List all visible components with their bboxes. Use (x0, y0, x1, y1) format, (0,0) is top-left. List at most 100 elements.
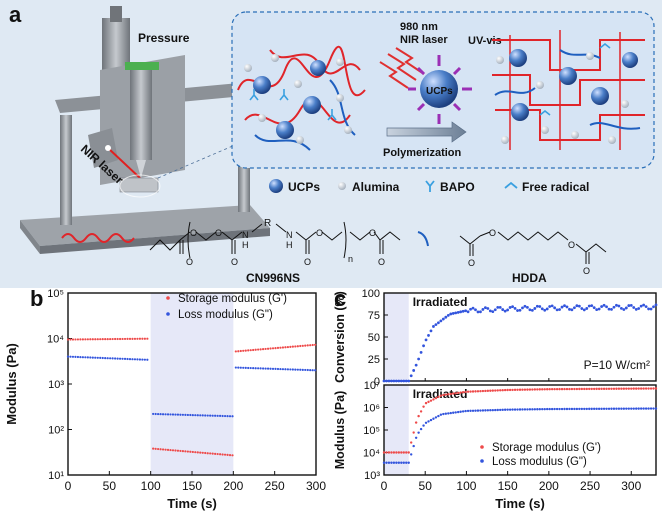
point-c-bottom-s1-55 (518, 408, 522, 411)
point-b-s0-g2-17 (276, 346, 280, 349)
point-b-s1-g0-32 (146, 358, 149, 361)
point-b-s0-g1-24 (211, 452, 214, 455)
point-b-s1-g2-12 (264, 367, 267, 370)
point-b-s1-g0-16 (106, 357, 109, 360)
point-c-top-24 (441, 317, 445, 321)
point-c-top-90 (605, 305, 608, 309)
point-c-bottom-s1-87 (597, 407, 601, 411)
point-c-bottom-s1-74 (565, 407, 569, 411)
point-b-s1-g1-12 (181, 413, 185, 416)
point-b-s0-g0-0 (66, 338, 70, 341)
point-c-top-7 (399, 379, 403, 383)
point-c-top-55 (518, 308, 522, 312)
point-c-bottom-s1-13 (414, 436, 418, 439)
point-c-bottom-s0-100 (630, 387, 633, 390)
point-c-bottom-s1-104 (639, 407, 643, 410)
point-c-bottom-s0-6 (397, 451, 401, 454)
point-b-s0-g0-7 (84, 338, 87, 341)
point-c-top-9 (404, 379, 408, 383)
point-c-bottom-s0-14 (417, 414, 420, 418)
point-b-s1-g2-16 (274, 367, 277, 371)
point-b-s1-g0-2 (71, 355, 75, 358)
point-c-bottom-s1-89 (602, 407, 606, 411)
polymerization-label: Polymerization (383, 147, 462, 159)
x-tick-label-2: 100 (141, 479, 161, 493)
point-c-bottom-s0-88 (600, 387, 603, 391)
point-b-s0-g0-27 (133, 337, 137, 340)
point-b-s1-g1-0 (152, 412, 155, 416)
atom-h-2: H (286, 240, 293, 250)
point-c-top-103 (637, 307, 641, 310)
point-b-s1-g0-9 (89, 356, 92, 359)
point-c-bottom-s0-90 (605, 387, 608, 391)
atom-n-1: N (242, 230, 249, 240)
point-c-top-35 (469, 307, 472, 311)
point-c-bottom-s1-51 (508, 408, 512, 411)
point-c-top-67 (548, 305, 552, 308)
atom-o-2: O (190, 228, 197, 238)
point-c-bottom-s0-106 (644, 387, 648, 390)
legend-bapo: BAPO (440, 180, 475, 194)
point-c-bottom-s0-47 (499, 389, 502, 392)
point-c-top-12 (412, 369, 416, 372)
point-b-s1-g2-8 (254, 367, 257, 370)
point-c-bottom-s1-37 (474, 409, 477, 412)
point-c-bottom-s0-11 (410, 441, 413, 444)
point-c-bottom-s1-24 (442, 412, 445, 416)
point-c-bottom-s0-65 (543, 388, 546, 391)
c-top-y-tick-label-0: 0 (374, 376, 380, 388)
point-b-s1-g2-14 (269, 367, 272, 370)
point-b-s0-g1-31 (228, 453, 232, 457)
point-c-bottom-s1-69 (553, 407, 556, 411)
network-before (237, 45, 366, 151)
point-c-bottom-s0-103 (637, 387, 640, 390)
point-c-bottom-s1-12 (412, 444, 415, 448)
point-c-top-40 (481, 308, 485, 311)
point-b-s1-g1-28 (221, 414, 224, 418)
point-c-bottom-s0-66 (546, 388, 549, 391)
point-b-s1-g2-0 (234, 366, 237, 369)
point-c-top-51 (508, 306, 512, 309)
point-c-top-41 (483, 306, 487, 310)
point-b-s0-g2-9 (257, 348, 260, 351)
legend-alumina: Alumina (352, 180, 400, 194)
point-c-bottom-s0-54 (516, 388, 519, 392)
point-b-s1-g0-4 (76, 355, 80, 359)
point-c-bottom-s1-23 (439, 413, 443, 416)
point-b-s0-g1-1 (154, 447, 157, 450)
point-b-s0-g0-28 (136, 337, 139, 340)
point-c-top-17 (424, 338, 428, 342)
point-b-s0-g1-19 (199, 451, 202, 454)
point-c-top-81 (582, 308, 586, 312)
point-c-bottom-s1-95 (617, 407, 621, 410)
atom-o-5: O (304, 257, 311, 267)
hdda-label: HDDA (512, 271, 547, 285)
point-c-bottom-s0-36 (471, 390, 475, 393)
point-b-s1-g0-24 (126, 357, 129, 361)
point-c-bottom-s0-23 (439, 394, 443, 397)
point-b-s1-g1-8 (171, 413, 175, 416)
point-c-bottom-s1-22 (437, 414, 440, 418)
point-b-s0-g2-14 (269, 347, 272, 350)
point-b-s0-g2-15 (271, 347, 275, 350)
point-b-s1-g0-18 (111, 357, 114, 360)
legend-marker-c-1 (480, 459, 484, 463)
point-b-s0-g2-11 (261, 348, 265, 351)
point-b-s0-g1-20 (201, 451, 204, 454)
point-c-bottom-s0-43 (489, 389, 492, 392)
point-c-bottom-s1-103 (637, 407, 640, 410)
point-c-bottom-s1-32 (461, 410, 465, 413)
c-bottom-y-tick-label-3: 10⁶ (363, 403, 380, 415)
point-c-bottom-s1-36 (471, 409, 475, 412)
point-c-top-60 (530, 309, 534, 312)
point-b-s1-g1-13 (184, 413, 187, 416)
point-b-s0-g0-1 (69, 338, 72, 341)
point-b-s0-g0-19 (114, 337, 117, 341)
point-b-s0-g1-11 (179, 449, 182, 453)
point-b-s1-g2-32 (314, 369, 317, 372)
point-c-bottom-s0-1 (385, 451, 388, 454)
point-c-top-59 (528, 308, 532, 312)
legend-label-c-1: Loss modulus (G") (492, 456, 587, 468)
point-b-s1-g0-3 (74, 355, 77, 359)
point-c-bottom-s0-46 (496, 389, 499, 392)
